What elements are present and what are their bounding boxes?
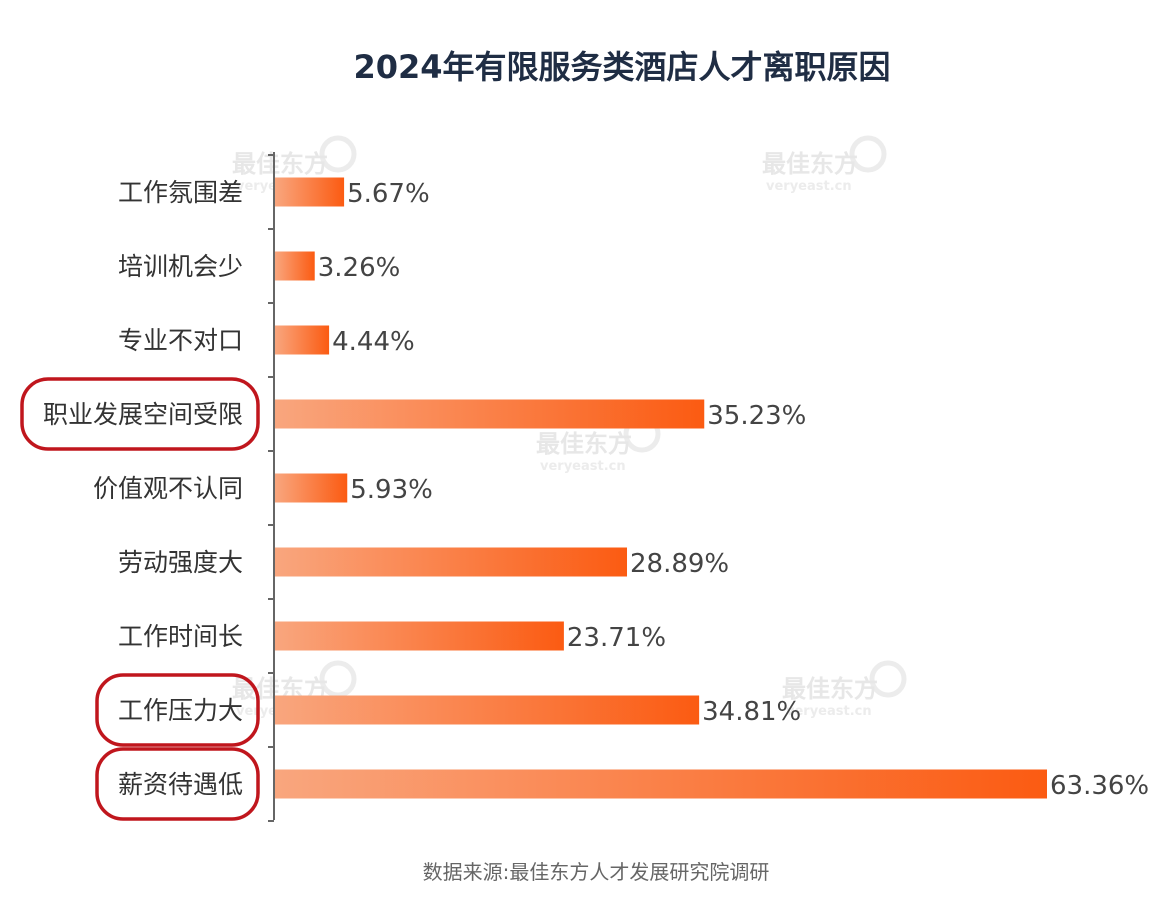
watermark-site: veryeast.cn bbox=[786, 704, 872, 719]
value-label: 34.81% bbox=[702, 697, 801, 727]
highlight-outline bbox=[95, 747, 260, 821]
highlight-outline bbox=[20, 377, 260, 451]
watermark-brand: 最佳东方 bbox=[536, 430, 632, 458]
category-label: 薪资待遇低 bbox=[118, 770, 243, 799]
value-label: 5.93% bbox=[350, 475, 433, 505]
y-axis-ticks bbox=[268, 154, 274, 822]
bar bbox=[275, 769, 1047, 799]
value-label: 35.23% bbox=[707, 401, 806, 431]
highlight-layer bbox=[20, 377, 260, 821]
bar bbox=[275, 325, 330, 355]
watermark-site: veryeast.cn bbox=[766, 179, 852, 194]
category-label: 培训机会少 bbox=[118, 252, 243, 281]
value-labels: 5.67% 3.26% 4.44% 35.23% 5.93% 28.89% 23.71% 34… bbox=[318, 179, 1149, 801]
watermark: 最佳东方 veryeast.cn bbox=[782, 660, 907, 719]
value-label: 63.36% bbox=[1050, 771, 1149, 801]
bars bbox=[275, 177, 1047, 799]
value-label: 28.89% bbox=[630, 549, 729, 579]
category-label: 劳动强度大 bbox=[118, 548, 243, 577]
bar bbox=[275, 251, 315, 281]
watermark-brand: 最佳东方 bbox=[232, 150, 328, 178]
source-note: 数据来源:最佳东方人才发展研究院调研 bbox=[423, 860, 770, 884]
bar bbox=[275, 473, 348, 503]
value-label: 23.71% bbox=[567, 623, 666, 653]
bar bbox=[275, 621, 564, 651]
category-label: 工作压力大 bbox=[118, 696, 243, 725]
chart-title: 2024年有限服务类酒店人才离职原因 bbox=[353, 48, 890, 86]
bar bbox=[275, 177, 345, 207]
value-label: 5.67% bbox=[347, 179, 430, 209]
category-label: 工作时间长 bbox=[118, 622, 243, 651]
value-label: 3.26% bbox=[318, 253, 401, 283]
category-label: 工作氛围差 bbox=[118, 178, 243, 207]
watermark-brand: 最佳东方 bbox=[782, 675, 878, 703]
value-label: 4.44% bbox=[332, 327, 415, 357]
bar bbox=[275, 695, 700, 725]
category-label: 专业不对口 bbox=[118, 326, 243, 355]
watermark-site: veryeast.cn bbox=[540, 459, 626, 474]
bar bbox=[275, 399, 705, 429]
watermark: 最佳东方 veryeast.cn bbox=[762, 135, 887, 194]
watermark-brand: 最佳东方 bbox=[762, 150, 858, 178]
category-label: 职业发展空间受限 bbox=[43, 400, 243, 429]
category-labels: 工作氛围差培训机会少专业不对口职业发展空间受限价值观不认同劳动强度大工作时间长工… bbox=[43, 178, 243, 799]
bar bbox=[275, 547, 628, 577]
highlight-outline bbox=[95, 673, 260, 747]
category-label: 价值观不认同 bbox=[93, 474, 243, 503]
